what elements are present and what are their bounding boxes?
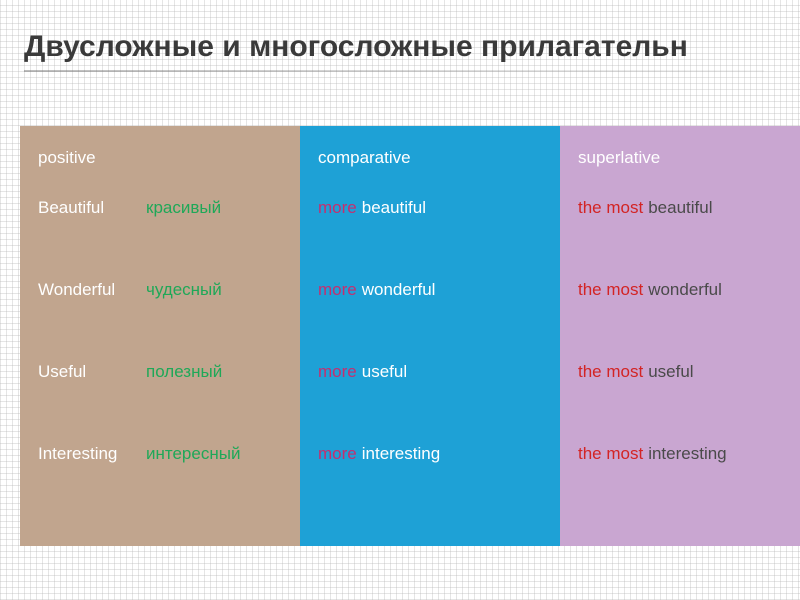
superlative-word: useful — [648, 362, 693, 382]
table-row: the most interesting — [578, 444, 786, 526]
table-row: more interesting — [318, 444, 546, 526]
comparative-word: wonderful — [362, 280, 436, 300]
table-row: Wonderful чудесный — [38, 280, 286, 362]
column-positive: positive Beautiful красивый Wonderful чу… — [20, 126, 300, 546]
column-superlative: superlative the most beautiful the most … — [560, 126, 800, 546]
comparative-prefix: more — [318, 362, 357, 382]
comparative-word: interesting — [362, 444, 440, 464]
column-comparative: comparative more beautiful more wonderfu… — [300, 126, 560, 546]
positive-word: Interesting — [38, 444, 146, 464]
superlative-prefix: the most — [578, 198, 643, 218]
comparative-prefix: more — [318, 444, 357, 464]
superlative-word: interesting — [648, 444, 726, 464]
title-block: Двусложные и многосложные прилагательн — [0, 0, 800, 92]
positive-translation: красивый — [146, 198, 221, 218]
superlative-word: wonderful — [648, 280, 722, 300]
positive-word: Wonderful — [38, 280, 146, 300]
superlative-prefix: the most — [578, 362, 643, 382]
comparative-word: beautiful — [362, 198, 426, 218]
positive-translation: полезный — [146, 362, 222, 382]
table-row: Interesting интересный — [38, 444, 286, 526]
comparative-prefix: more — [318, 198, 357, 218]
adjectives-table: positive Beautiful красивый Wonderful чу… — [20, 126, 800, 546]
superlative-word: beautiful — [648, 198, 712, 218]
positive-translation: чудесный — [146, 280, 222, 300]
table-row: the most beautiful — [578, 198, 786, 280]
column-header-positive: positive — [38, 148, 286, 168]
superlative-prefix: the most — [578, 444, 643, 464]
table-row: Beautiful красивый — [38, 198, 286, 280]
positive-word: Beautiful — [38, 198, 146, 218]
comparative-word: useful — [362, 362, 407, 382]
positive-translation: интересный — [146, 444, 240, 464]
page-title: Двусложные и многосложные прилагательн — [24, 30, 782, 64]
table-row: Useful полезный — [38, 362, 286, 444]
title-divider — [24, 70, 764, 72]
table-row: more useful — [318, 362, 546, 444]
table-row: the most useful — [578, 362, 786, 444]
table-row: more wonderful — [318, 280, 546, 362]
table-row: more beautiful — [318, 198, 546, 280]
column-header-comparative: comparative — [318, 148, 546, 168]
superlative-prefix: the most — [578, 280, 643, 300]
table-row: the most wonderful — [578, 280, 786, 362]
positive-word: Useful — [38, 362, 146, 382]
comparative-prefix: more — [318, 280, 357, 300]
column-header-superlative: superlative — [578, 148, 786, 168]
